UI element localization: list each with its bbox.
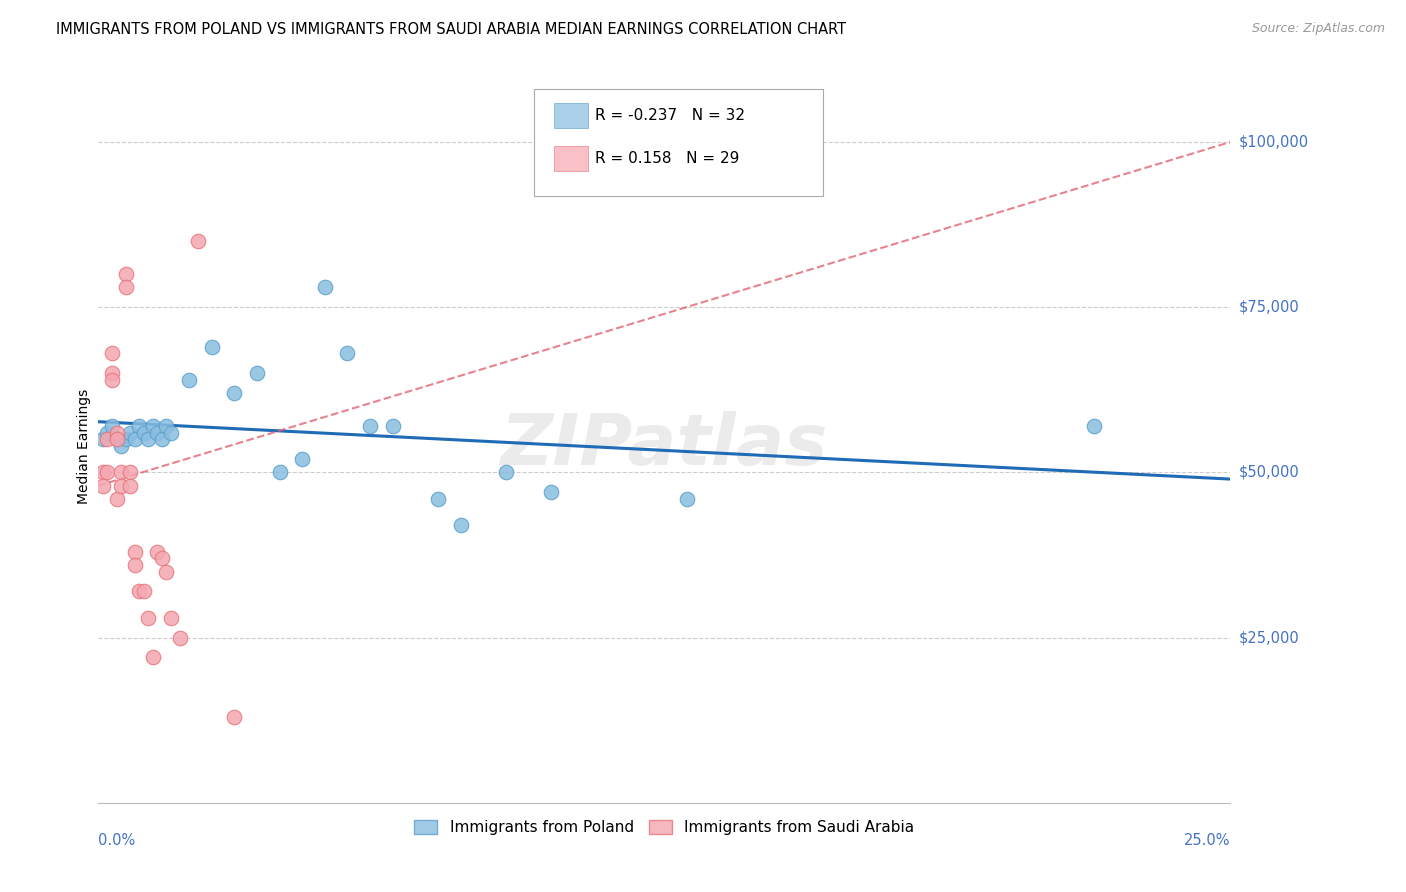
Point [96,433,118,447]
Point [676,491,699,506]
Point [101,419,124,434]
Point [169,631,191,645]
Point [495,466,517,480]
Point [110,439,132,453]
Text: $75,000: $75,000 [1239,300,1299,315]
Point [450,518,472,533]
Text: 0.0%: 0.0% [98,833,135,848]
Point [150,433,173,447]
Point [114,280,136,294]
Point [427,491,450,506]
Point [224,386,246,401]
Text: R = 0.158   N = 29: R = 0.158 N = 29 [595,152,740,166]
Point [269,466,291,480]
Point [160,425,183,440]
Point [150,551,173,566]
Point [291,452,314,467]
Point [96,425,118,440]
Point [540,485,562,500]
Point [120,466,142,480]
Point [120,478,142,492]
Point [114,267,136,281]
Point [136,433,159,447]
Text: 25.0%: 25.0% [1184,833,1230,848]
Point [155,419,177,434]
Point [381,419,404,434]
Point [359,419,381,434]
Point [101,346,124,360]
Point [1083,419,1105,434]
Point [142,419,165,434]
Point [124,545,146,559]
Point [91,478,114,492]
Text: ZIPatlas: ZIPatlas [501,411,828,481]
Text: $50,000: $50,000 [1239,465,1299,480]
Point [124,558,146,572]
Y-axis label: Median Earnings: Median Earnings [77,388,91,504]
Point [128,419,150,434]
Point [132,425,155,440]
Point [128,584,150,599]
Point [110,478,132,492]
Point [136,611,159,625]
Legend: Immigrants from Poland, Immigrants from Saudi Arabia: Immigrants from Poland, Immigrants from … [408,814,921,841]
Point [187,234,209,248]
Point [160,611,183,625]
Point [142,650,165,665]
Point [105,433,128,447]
Point [224,710,246,724]
Point [105,491,128,506]
Point [132,584,155,599]
Point [336,346,359,360]
Point [124,433,146,447]
Point [314,280,336,294]
Text: IMMIGRANTS FROM POLAND VS IMMIGRANTS FROM SAUDI ARABIA MEDIAN EARNINGS CORRELATI: IMMIGRANTS FROM POLAND VS IMMIGRANTS FRO… [56,22,846,37]
Point [101,373,124,387]
Point [177,373,200,387]
Point [120,425,142,440]
Text: Source: ZipAtlas.com: Source: ZipAtlas.com [1251,22,1385,36]
Point [105,433,128,447]
Point [96,466,118,480]
Point [91,466,114,480]
Text: $100,000: $100,000 [1239,135,1309,150]
Point [146,425,169,440]
Point [155,565,177,579]
Text: $25,000: $25,000 [1239,630,1299,645]
Point [146,545,169,559]
Point [246,367,269,381]
Point [201,340,224,354]
Text: R = -0.237   N = 32: R = -0.237 N = 32 [595,109,745,123]
Point [110,466,132,480]
Point [114,433,136,447]
Point [91,433,114,447]
Point [105,425,128,440]
Point [101,367,124,381]
